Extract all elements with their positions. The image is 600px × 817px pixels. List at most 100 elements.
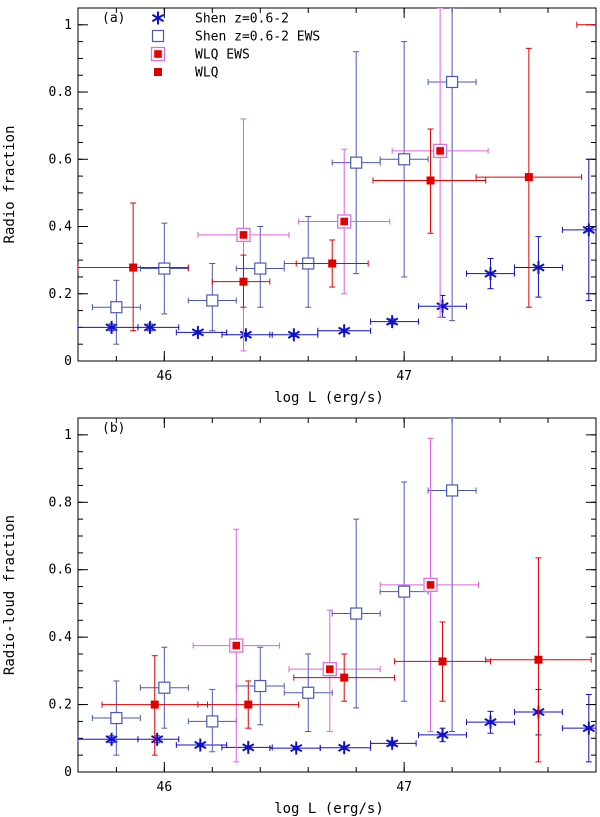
series-asterisk bbox=[78, 688, 596, 763]
data-point bbox=[139, 222, 189, 315]
data-point bbox=[187, 688, 237, 753]
data-point bbox=[197, 118, 290, 352]
data-point bbox=[298, 148, 391, 295]
y-tick-label: 0 bbox=[64, 354, 72, 369]
plot-frame bbox=[77, 417, 597, 773]
series-open-square bbox=[91, 8, 477, 345]
y-tick-label: 0 bbox=[64, 765, 72, 780]
open-square-marker bbox=[254, 679, 267, 693]
panel-label: (a) bbox=[102, 11, 125, 26]
filled-square-marker bbox=[239, 277, 248, 286]
y-tick-label: 0.6 bbox=[49, 152, 72, 167]
data-point bbox=[187, 263, 237, 332]
legend-item: Shen z=0.6-2 bbox=[151, 11, 289, 27]
data-point bbox=[391, 8, 489, 318]
data-point bbox=[175, 738, 228, 752]
data-point bbox=[288, 609, 381, 733]
filled-square-marker bbox=[328, 259, 337, 268]
legend-item: WLQ EWS bbox=[150, 46, 250, 63]
y-axis-label: Radio fraction bbox=[2, 125, 18, 243]
data-point bbox=[379, 41, 429, 278]
data-point bbox=[379, 437, 479, 733]
open-square-marker bbox=[254, 262, 267, 275]
data-point bbox=[78, 202, 189, 332]
data-point bbox=[197, 680, 300, 729]
data-point bbox=[331, 518, 381, 709]
data-point bbox=[513, 236, 563, 298]
data-point bbox=[101, 655, 208, 756]
data-point bbox=[211, 254, 271, 308]
data-point bbox=[485, 557, 592, 763]
data-point bbox=[372, 128, 487, 234]
filled-square-marker bbox=[534, 655, 543, 664]
open-square-marker bbox=[302, 686, 315, 699]
series-boxed-square bbox=[197, 8, 489, 352]
asterisk-stroke bbox=[239, 330, 252, 339]
open-square-marker bbox=[110, 711, 123, 725]
boxed-square-inner bbox=[436, 147, 444, 155]
data-point bbox=[475, 47, 583, 308]
data-point bbox=[221, 740, 273, 754]
open-square-marker bbox=[350, 156, 363, 169]
boxed-square-inner bbox=[326, 665, 334, 673]
asterisk-stroke bbox=[484, 269, 497, 278]
open-square-marker bbox=[206, 715, 219, 728]
asterisk-stroke bbox=[338, 743, 351, 752]
y-tick-label: 0.2 bbox=[49, 698, 72, 713]
data-point bbox=[295, 239, 369, 288]
data-point bbox=[78, 732, 139, 746]
data-point bbox=[561, 158, 596, 301]
x-axis-label: log L (erg/s) bbox=[274, 390, 384, 406]
open-square-marker bbox=[446, 484, 459, 497]
x-tick-label: 47 bbox=[396, 369, 412, 384]
data-point bbox=[370, 315, 420, 329]
asterisk-stroke bbox=[436, 730, 449, 740]
legend-item: Shen z=0.6-2 EWS bbox=[151, 30, 320, 45]
asterisk-stroke bbox=[191, 328, 205, 337]
open-square-marker bbox=[110, 301, 123, 314]
asterisk-stroke bbox=[582, 724, 595, 733]
asterisk-stroke bbox=[105, 323, 118, 332]
y-axis-label: Radio-loud fraction bbox=[2, 515, 18, 675]
data-point bbox=[466, 710, 515, 734]
legend-label: Shen z=0.6-2 bbox=[195, 12, 289, 27]
y-tick-label: 0.8 bbox=[49, 85, 72, 100]
filled-square-marker bbox=[129, 263, 138, 272]
y-tick-label: 1 bbox=[64, 18, 72, 33]
asterisk-stroke bbox=[338, 326, 351, 335]
open-square-marker bbox=[350, 607, 363, 620]
panel-a: 46 47 0 0.2 0.4 0.6 0.8 1 log L (erg/s) Radio fra… bbox=[2, 7, 597, 406]
x-tick-label: 46 bbox=[157, 369, 173, 384]
asterisk-stroke bbox=[386, 739, 399, 748]
plot-area bbox=[78, 8, 596, 352]
boxed-square-inner bbox=[340, 217, 348, 226]
data-point bbox=[235, 646, 285, 726]
data-point bbox=[137, 320, 180, 334]
boxed-square-inner bbox=[426, 581, 435, 589]
data-point bbox=[91, 680, 141, 756]
filled-square-marker bbox=[426, 176, 435, 185]
series-filled-square bbox=[101, 557, 592, 763]
data-point bbox=[331, 51, 381, 275]
data-point bbox=[418, 727, 467, 743]
y-tick-label: 0.6 bbox=[49, 563, 72, 578]
asterisk-stroke bbox=[151, 13, 165, 23]
data-point bbox=[137, 732, 180, 746]
x-tick-label: 46 bbox=[157, 780, 173, 795]
plot-frame bbox=[77, 7, 597, 362]
data-point bbox=[192, 528, 280, 763]
legend: Shen z=0.6-2 Shen z=0.6-2 EWS WLQ EWS WLQ bbox=[150, 11, 320, 81]
data-point bbox=[427, 8, 477, 322]
asterisk-stroke bbox=[151, 735, 164, 744]
asterisk-stroke bbox=[582, 225, 595, 235]
open-square-marker bbox=[206, 294, 219, 307]
data-point bbox=[269, 741, 321, 755]
boxed-square-inner bbox=[239, 231, 248, 239]
data-point bbox=[379, 481, 429, 702]
y-tick-label: 0.8 bbox=[49, 495, 72, 510]
data-point bbox=[139, 646, 189, 729]
series-filled-square bbox=[78, 21, 596, 332]
data-point bbox=[221, 328, 273, 342]
asterisk-stroke bbox=[386, 317, 399, 326]
